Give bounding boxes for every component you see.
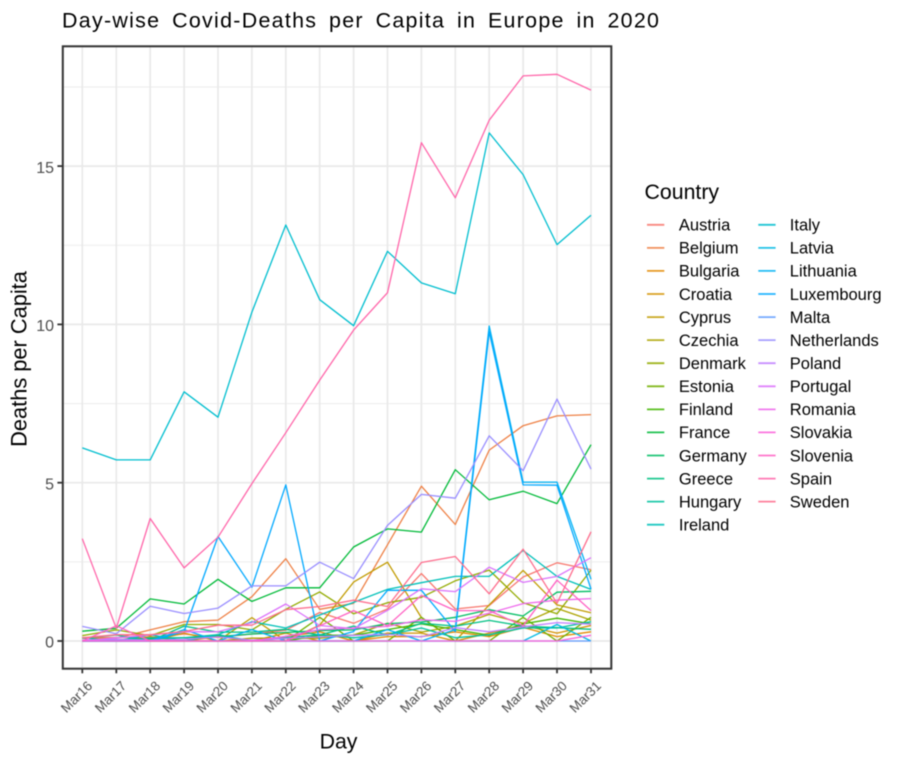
svg-text:Malta: Malta (790, 309, 831, 327)
svg-text:10: 10 (36, 318, 54, 335)
svg-text:Romania: Romania (790, 401, 857, 419)
svg-text:Netherlands: Netherlands (790, 332, 879, 350)
svg-text:Italy: Italy (790, 217, 821, 235)
svg-text:Croatia: Croatia (679, 286, 733, 304)
svg-text:Latvia: Latvia (790, 240, 835, 258)
svg-text:Sweden: Sweden (790, 493, 850, 511)
svg-text:Ireland: Ireland (679, 517, 729, 535)
svg-text:Hungary: Hungary (679, 493, 742, 511)
svg-text:Austria: Austria (679, 217, 731, 235)
svg-text:Denmark: Denmark (679, 355, 747, 373)
svg-text:5: 5 (45, 476, 54, 493)
svg-text:15: 15 (36, 160, 54, 177)
svg-text:Bulgaria: Bulgaria (679, 263, 740, 281)
svg-text:Day: Day (320, 730, 358, 754)
svg-text:Belgium: Belgium (679, 240, 739, 258)
svg-text:Cyprus: Cyprus (679, 309, 731, 327)
svg-text:Greece: Greece (679, 470, 733, 488)
svg-text:France: France (679, 424, 730, 442)
svg-text:Lithuania: Lithuania (790, 263, 858, 281)
svg-text:Finland: Finland (679, 401, 733, 419)
svg-text:Estonia: Estonia (679, 378, 735, 396)
svg-text:Slovakia: Slovakia (790, 424, 853, 442)
svg-text:Deaths per Capita: Deaths per Capita (7, 270, 32, 447)
svg-text:Spain: Spain (790, 470, 832, 488)
svg-text:Country: Country (645, 180, 720, 204)
svg-text:Germany: Germany (679, 447, 748, 465)
svg-text:Portugal: Portugal (790, 378, 851, 396)
svg-text:Day-wise Covid-Deaths per Capi: Day-wise Covid-Deaths per Capita in Euro… (62, 9, 660, 33)
svg-text:Luxembourg: Luxembourg (790, 286, 882, 304)
svg-text:0: 0 (45, 635, 54, 652)
svg-text:Czechia: Czechia (679, 332, 739, 350)
svg-text:Poland: Poland (790, 355, 841, 373)
svg-text:Slovenia: Slovenia (790, 447, 854, 465)
